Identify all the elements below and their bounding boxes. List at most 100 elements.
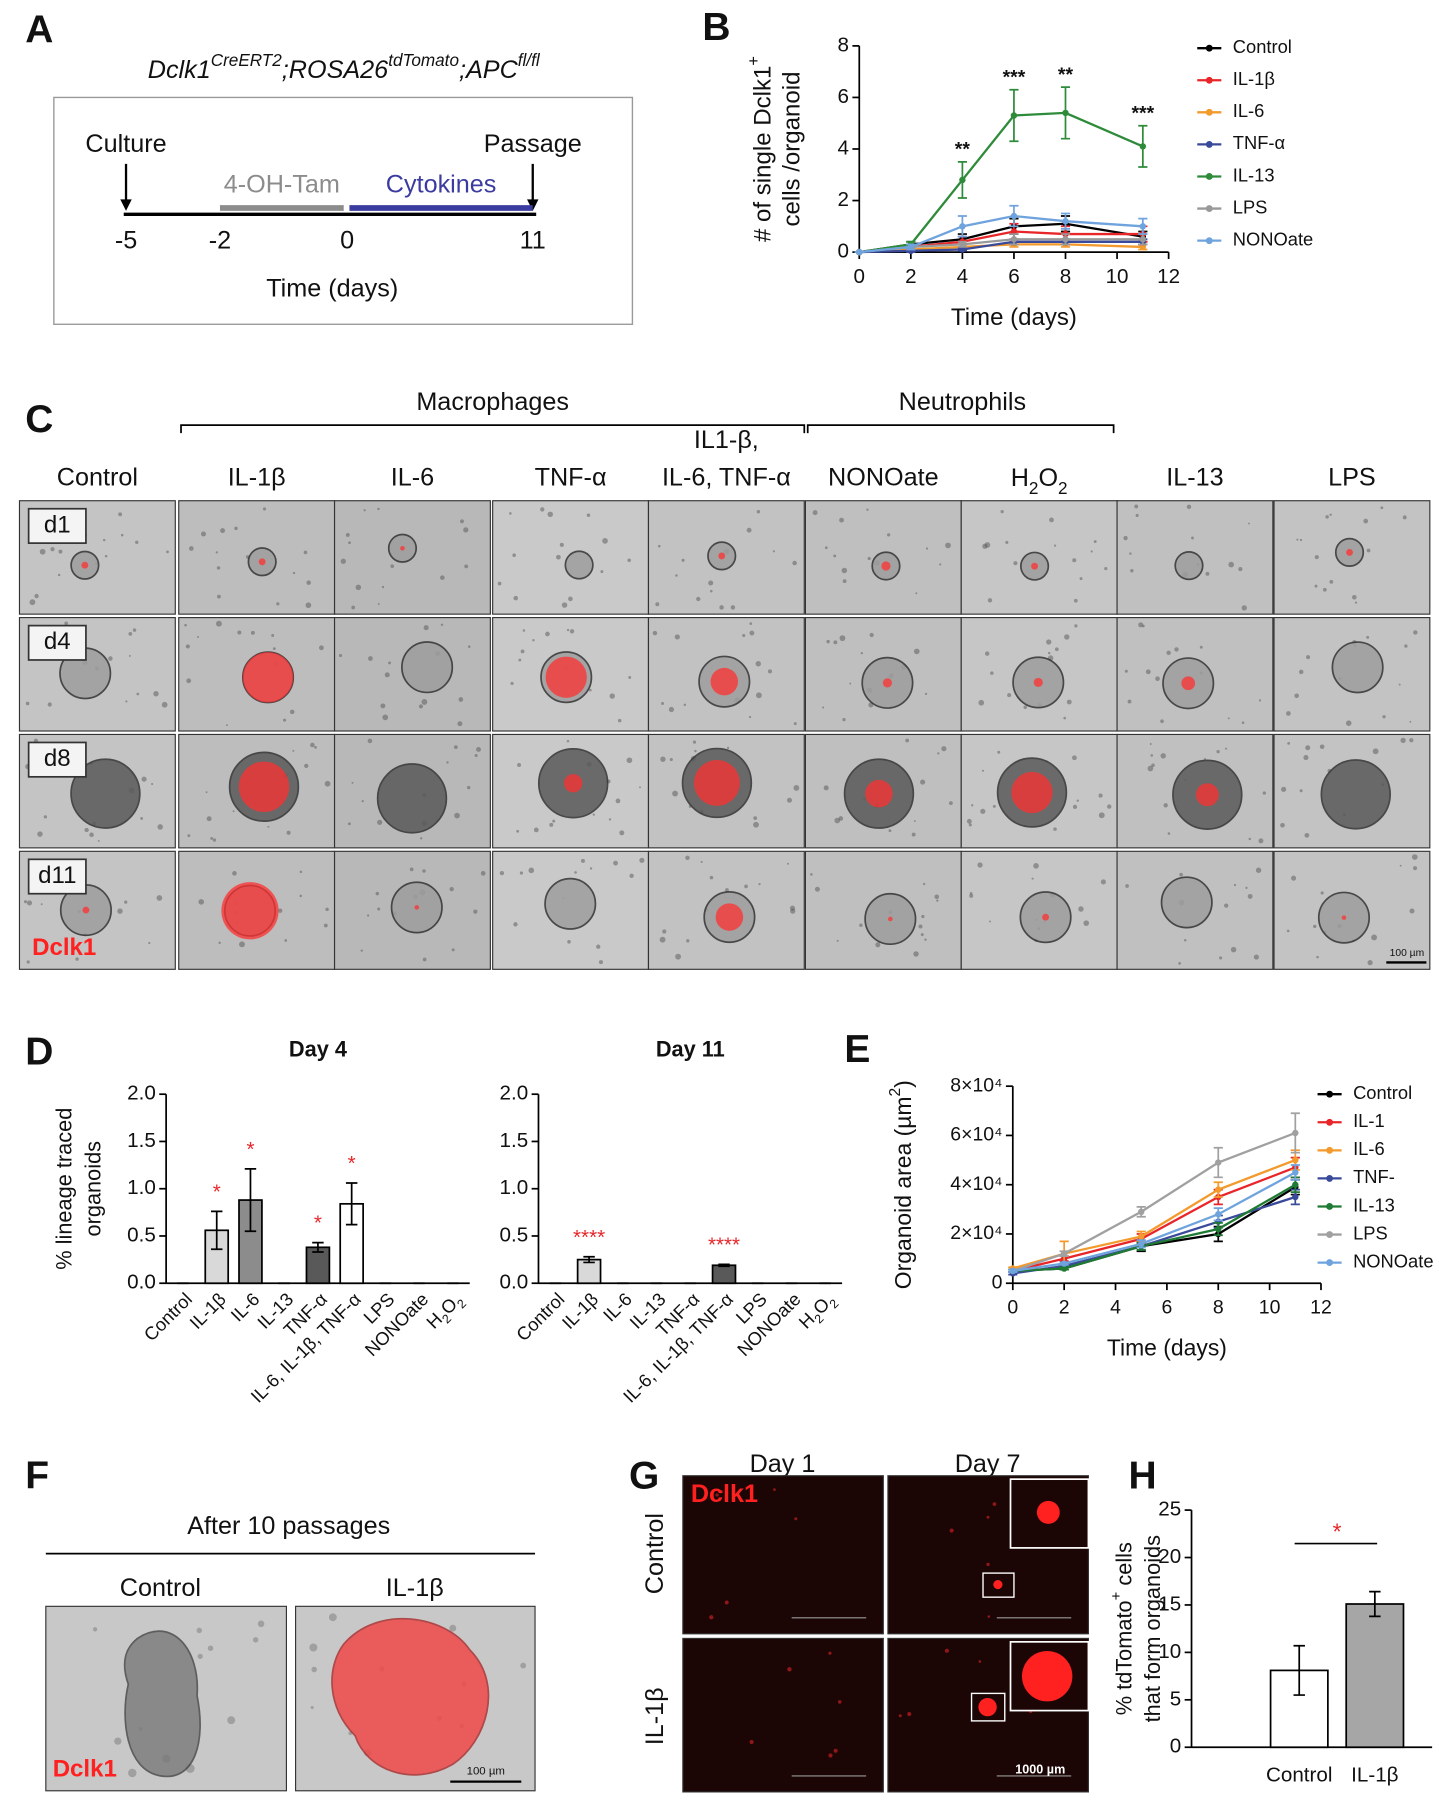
debris — [216, 566, 221, 570]
organoid-signal — [993, 1579, 1003, 1590]
debris — [310, 1705, 314, 1710]
debris — [1306, 655, 1311, 660]
debris — [977, 862, 983, 868]
debris — [237, 630, 242, 635]
debris — [34, 593, 39, 599]
significance: * — [213, 1181, 221, 1204]
debris — [918, 924, 923, 929]
speck — [719, 1490, 723, 1494]
debris — [1179, 872, 1183, 877]
panel-letter: G — [629, 1454, 659, 1497]
debris — [476, 747, 481, 752]
legend-marker — [1205, 76, 1213, 84]
y-axis-label: % tdTomato+ cells — [1109, 1542, 1137, 1715]
tdtomato-signal — [82, 906, 90, 914]
debris — [292, 571, 296, 575]
y-tick-label: 1.5 — [127, 1129, 156, 1152]
debris — [661, 701, 665, 705]
debris — [368, 656, 373, 661]
debris — [589, 688, 592, 692]
debris — [619, 830, 625, 836]
debris — [1305, 745, 1311, 751]
legend-marker — [1205, 205, 1213, 213]
debris — [1135, 513, 1139, 517]
data-point — [1292, 1156, 1299, 1164]
data-point — [1215, 1186, 1222, 1193]
debris — [528, 867, 535, 874]
debris — [941, 746, 947, 752]
debris — [128, 1768, 137, 1778]
debris — [1074, 624, 1078, 628]
organoid-signal — [1021, 1651, 1073, 1702]
debris — [767, 669, 772, 674]
debris — [283, 718, 287, 722]
row-label: d1 — [44, 511, 71, 538]
debris — [683, 703, 687, 707]
debris — [669, 757, 673, 762]
x-tick-label: 0 — [854, 265, 865, 288]
debris — [725, 888, 729, 892]
debris — [598, 960, 604, 965]
y-tick-label: 1.5 — [500, 1129, 529, 1152]
data-point — [1215, 1225, 1222, 1233]
debris — [351, 605, 356, 610]
tdtomato-signal — [1195, 783, 1219, 807]
debris — [1287, 741, 1291, 745]
debris — [1286, 711, 1291, 716]
legend-label: TNF- — [1353, 1166, 1395, 1187]
debris — [271, 634, 275, 637]
column-label: NONOate — [828, 464, 939, 492]
debris — [1409, 908, 1415, 914]
debris — [185, 644, 190, 649]
y-tick-label: 10 — [1158, 1640, 1181, 1663]
debris — [422, 869, 426, 873]
debris — [184, 623, 187, 627]
y-tick-label: 6×10⁴ — [950, 1124, 1002, 1146]
debris — [226, 724, 228, 727]
debris — [925, 547, 929, 550]
debris — [29, 599, 36, 606]
y-tick-label: 20 — [1158, 1545, 1181, 1568]
debris — [1253, 954, 1259, 960]
debris — [210, 837, 214, 840]
debris — [1258, 699, 1262, 702]
debris — [43, 815, 48, 819]
row-label-box — [27, 624, 87, 661]
x-tick-label: H2O2 — [422, 1288, 470, 1336]
y-axis-label-part: # of single Dclk1 — [750, 66, 777, 242]
debris — [377, 907, 381, 911]
tdtomato-signal — [1341, 915, 1347, 920]
debris — [569, 629, 575, 634]
debris — [120, 533, 124, 537]
debris — [1225, 747, 1228, 750]
group-bracket — [180, 424, 806, 434]
x-tick-label: 4 — [1110, 1297, 1121, 1319]
row-label-box — [27, 858, 87, 895]
organoid — [1160, 876, 1213, 929]
x-axis-label: Time (days) — [266, 275, 398, 303]
debris — [323, 923, 328, 928]
debris — [984, 651, 990, 656]
tdtomato-signal — [888, 916, 893, 922]
debris — [1167, 832, 1171, 835]
debris — [518, 658, 522, 662]
debris — [1371, 934, 1378, 941]
significance: **** — [573, 1226, 605, 1249]
debris — [128, 631, 133, 636]
data-point — [1139, 223, 1147, 230]
debris — [1078, 906, 1084, 912]
debris — [586, 513, 591, 518]
debris — [1363, 518, 1369, 524]
debris — [306, 580, 311, 585]
panel-letter: F — [25, 1454, 49, 1497]
debris — [351, 781, 354, 784]
fluorescence-image — [682, 1475, 884, 1635]
debris — [161, 701, 168, 708]
debris — [1130, 569, 1134, 573]
debris — [1178, 962, 1182, 965]
speck — [828, 1651, 832, 1655]
debris — [1247, 893, 1253, 899]
debris — [913, 648, 920, 655]
y-tick-label: 5 — [1170, 1687, 1181, 1710]
debris — [1258, 838, 1264, 844]
